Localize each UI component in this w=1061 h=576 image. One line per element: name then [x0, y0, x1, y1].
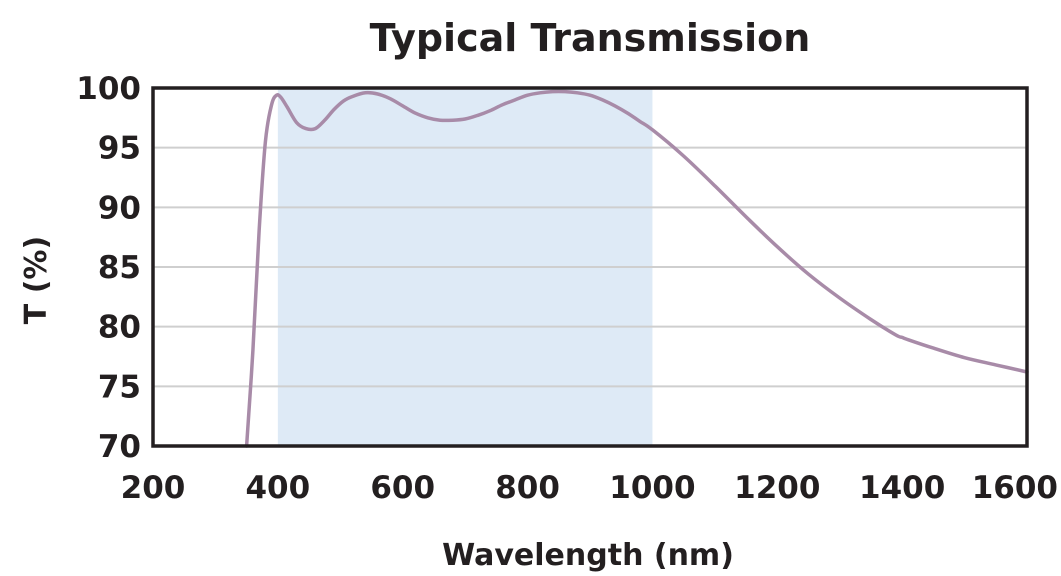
gridlines	[153, 146, 1027, 388]
x-tick-label: 400	[245, 470, 310, 506]
y-tick-label: 95	[98, 131, 141, 167]
x-tick-label: 200	[121, 470, 186, 506]
y-axis-label: T (%)	[19, 236, 54, 324]
x-tick-label: 1600	[972, 470, 1058, 506]
plot-frame	[151, 86, 1029, 448]
y-tick-label: 80	[98, 310, 141, 346]
y-tick-label: 100	[76, 71, 141, 107]
x-tick-label: 600	[370, 470, 435, 506]
y-tick-label: 90	[98, 190, 141, 226]
transmission-curve	[244, 89, 1029, 448]
y-tick-label: 70	[98, 429, 141, 465]
y-tick-label: 85	[98, 250, 141, 286]
x-tick-label: 1200	[734, 470, 820, 506]
x-tick-label: 800	[495, 470, 560, 506]
chart-title: Typical Transmission	[370, 16, 811, 60]
y-tick-label: 75	[98, 369, 141, 405]
y-axis-ticks: 70 75 80 85 90 95 100	[76, 71, 141, 465]
x-axis-ticks: 200 400 600 800 1000 1200 1400 1600	[121, 470, 1058, 506]
x-tick-label: 1400	[859, 470, 945, 506]
x-axis-label: Wavelength (nm)	[442, 538, 734, 573]
x-tick-label: 1000	[609, 470, 695, 506]
